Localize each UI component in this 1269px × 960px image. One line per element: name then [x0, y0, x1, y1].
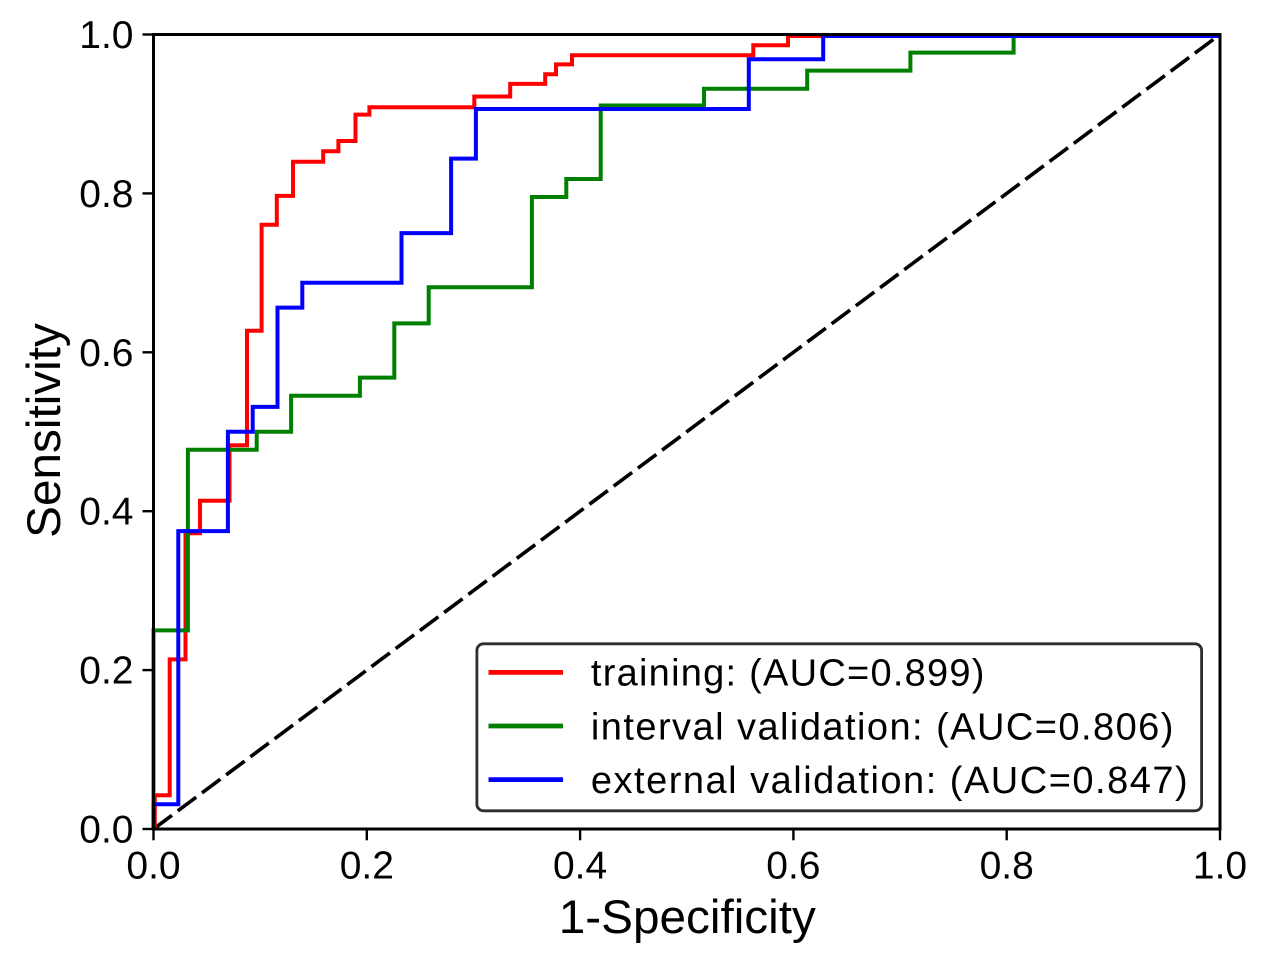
svg-text:0.8: 0.8	[79, 173, 133, 216]
svg-text:1.0: 1.0	[79, 14, 133, 57]
svg-text:0.2: 0.2	[79, 650, 133, 693]
svg-text:0.6: 0.6	[79, 332, 133, 375]
svg-text:interval validation: (AUC=0.80: interval validation: (AUC=0.806)	[591, 706, 1175, 748]
svg-text:0.6: 0.6	[766, 844, 820, 887]
svg-text:0.4: 0.4	[79, 491, 133, 534]
svg-text:0.0: 0.0	[79, 809, 133, 852]
svg-text:0.2: 0.2	[340, 844, 394, 887]
svg-text:1.0: 1.0	[1193, 844, 1247, 887]
svg-text:0.0: 0.0	[126, 844, 180, 887]
svg-text:0.8: 0.8	[980, 844, 1034, 887]
svg-text:0.4: 0.4	[553, 844, 607, 887]
svg-text:1-Specificity: 1-Specificity	[559, 891, 816, 944]
svg-text:external validation: (AUC=0.84: external validation: (AUC=0.847)	[591, 760, 1189, 802]
svg-text:Sensitivity: Sensitivity	[18, 323, 71, 538]
svg-text:training: (AUC=0.899): training: (AUC=0.899)	[591, 653, 986, 695]
